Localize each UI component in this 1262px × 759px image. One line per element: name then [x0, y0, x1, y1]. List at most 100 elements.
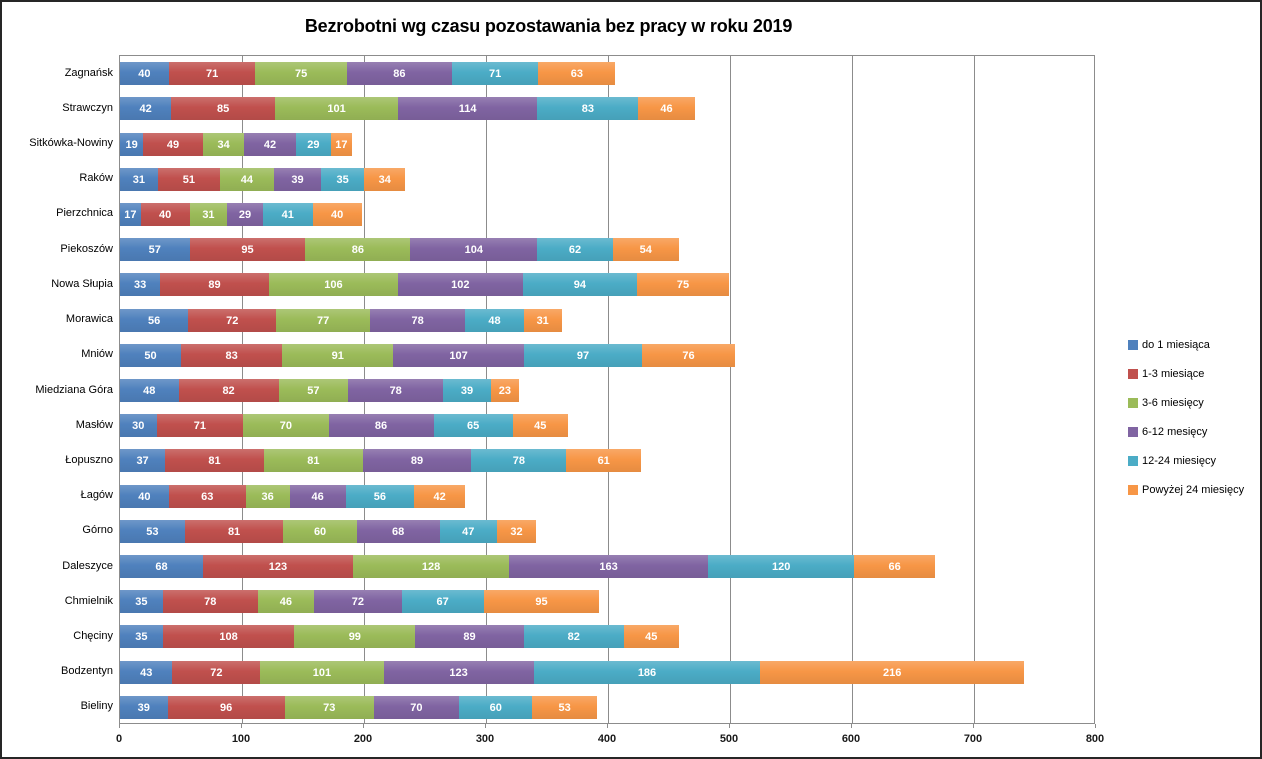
bar-segment[interactable]: 48 — [120, 379, 179, 402]
bar-segment[interactable]: 70 — [243, 414, 329, 437]
bar-segment[interactable]: 50 — [120, 344, 181, 367]
bar-segment[interactable]: 39 — [120, 696, 168, 719]
bar-segment[interactable]: 108 — [162, 625, 295, 648]
bar-segment[interactable]: 37 — [120, 449, 166, 472]
bar-segment[interactable]: 43 — [120, 661, 173, 684]
bar-segment[interactable]: 57 — [120, 238, 190, 261]
bar-segment[interactable]: 34 — [202, 133, 245, 156]
bar-segment[interactable]: 106 — [268, 273, 399, 296]
bar-segment[interactable]: 17 — [120, 203, 141, 226]
bar-segment[interactable]: 81 — [165, 449, 264, 472]
bar-segment[interactable]: 60 — [283, 520, 357, 543]
bar-segment[interactable]: 163 — [509, 555, 709, 578]
bar-segment[interactable]: 29 — [227, 203, 263, 226]
bar-segment[interactable]: 63 — [538, 62, 616, 85]
bar-segment[interactable]: 128 — [353, 555, 510, 578]
bar-segment[interactable]: 33 — [120, 273, 161, 296]
bar-segment[interactable]: 86 — [346, 62, 452, 85]
bar-segment[interactable]: 72 — [313, 590, 402, 613]
bar-segment[interactable]: 75 — [637, 273, 729, 296]
legend-item[interactable]: 12-24 miesięcy — [1128, 446, 1244, 475]
bar-segment[interactable]: 97 — [523, 344, 643, 367]
bar-segment[interactable]: 46 — [638, 97, 695, 120]
bar-segment[interactable]: 41 — [262, 203, 313, 226]
legend-item[interactable]: 3-6 miesięcy — [1128, 388, 1244, 417]
bar-segment[interactable]: 29 — [295, 133, 332, 156]
bar-segment[interactable]: 83 — [181, 344, 283, 367]
bar-segment[interactable]: 57 — [278, 379, 349, 402]
bar-segment[interactable]: 39 — [443, 379, 491, 402]
bar-segment[interactable]: 65 — [433, 414, 513, 437]
bar-segment[interactable]: 78 — [162, 590, 258, 613]
bar-segment[interactable]: 95 — [189, 238, 306, 261]
bar-segment[interactable]: 78 — [471, 449, 567, 472]
bar-segment[interactable]: 31 — [189, 203, 228, 226]
bar-segment[interactable]: 71 — [451, 62, 539, 85]
bar-segment[interactable]: 47 — [439, 520, 497, 543]
bar-segment[interactable]: 31 — [120, 168, 158, 191]
bar-segment[interactable]: 53 — [532, 696, 597, 719]
bar-segment[interactable]: 120 — [708, 555, 855, 578]
bar-segment[interactable]: 63 — [168, 485, 246, 508]
bar-segment[interactable]: 48 — [465, 309, 524, 332]
bar-segment[interactable]: 101 — [274, 97, 399, 120]
bar-segment[interactable]: 102 — [398, 273, 523, 296]
bar-segment[interactable]: 39 — [273, 168, 322, 191]
bar-segment[interactable]: 123 — [383, 661, 534, 684]
bar-segment[interactable]: 73 — [284, 696, 374, 719]
legend-item[interactable]: do 1 miesiąca — [1128, 330, 1244, 359]
bar-segment[interactable]: 89 — [160, 273, 269, 296]
legend-item[interactable]: 1-3 miesiące — [1128, 359, 1244, 388]
bar-segment[interactable]: 32 — [496, 520, 536, 543]
bar-segment[interactable]: 42 — [244, 133, 296, 156]
bar-segment[interactable]: 89 — [362, 449, 472, 472]
bar-segment[interactable]: 82 — [523, 625, 624, 648]
bar-segment[interactable]: 81 — [184, 520, 284, 543]
bar-segment[interactable]: 104 — [410, 238, 538, 261]
bar-segment[interactable]: 46 — [289, 485, 346, 508]
bar-segment[interactable]: 186 — [533, 661, 761, 684]
bar-segment[interactable]: 31 — [523, 309, 562, 332]
bar-segment[interactable]: 81 — [263, 449, 363, 472]
bar-segment[interactable]: 101 — [260, 661, 384, 684]
bar-segment[interactable]: 85 — [171, 97, 275, 120]
bar-segment[interactable]: 72 — [172, 661, 261, 684]
bar-segment[interactable]: 35 — [120, 590, 163, 613]
bar-segment[interactable]: 68 — [356, 520, 440, 543]
bar-segment[interactable]: 216 — [760, 661, 1024, 684]
bar-segment[interactable]: 78 — [370, 309, 466, 332]
bar-segment[interactable]: 60 — [459, 696, 533, 719]
bar-segment[interactable]: 114 — [398, 97, 538, 120]
bar-segment[interactable]: 34 — [363, 168, 406, 191]
bar-segment[interactable]: 44 — [220, 168, 274, 191]
bar-segment[interactable]: 66 — [854, 555, 935, 578]
bar-segment[interactable]: 68 — [120, 555, 203, 578]
bar-segment[interactable]: 96 — [167, 696, 285, 719]
bar-segment[interactable]: 36 — [245, 485, 290, 508]
bar-segment[interactable]: 61 — [566, 449, 641, 472]
bar-segment[interactable]: 56 — [120, 309, 189, 332]
bar-segment[interactable]: 76 — [642, 344, 735, 367]
bar-segment[interactable]: 40 — [120, 485, 169, 508]
bar-segment[interactable]: 89 — [415, 625, 524, 648]
bar-segment[interactable]: 67 — [401, 590, 484, 613]
bar-segment[interactable]: 70 — [373, 696, 460, 719]
bar-segment[interactable]: 95 — [483, 590, 600, 613]
bar-segment[interactable]: 40 — [120, 62, 169, 85]
bar-segment[interactable]: 75 — [255, 62, 347, 85]
bar-segment[interactable]: 49 — [143, 133, 203, 156]
legend-item[interactable]: Powyżej 24 miesięcy — [1128, 475, 1244, 504]
bar-segment[interactable]: 107 — [393, 344, 524, 367]
bar-segment[interactable]: 40 — [312, 203, 362, 226]
bar-segment[interactable]: 83 — [537, 97, 639, 120]
bar-segment[interactable]: 35 — [120, 625, 163, 648]
bar-segment[interactable]: 54 — [612, 238, 679, 261]
bar-segment[interactable]: 91 — [282, 344, 394, 367]
bar-segment[interactable]: 62 — [537, 238, 613, 261]
bar-segment[interactable]: 46 — [257, 590, 314, 613]
bar-segment[interactable]: 19 — [120, 133, 144, 156]
bar-segment[interactable]: 23 — [490, 379, 519, 402]
bar-segment[interactable]: 53 — [120, 520, 185, 543]
bar-segment[interactable]: 45 — [512, 414, 568, 437]
bar-segment[interactable]: 82 — [178, 379, 279, 402]
